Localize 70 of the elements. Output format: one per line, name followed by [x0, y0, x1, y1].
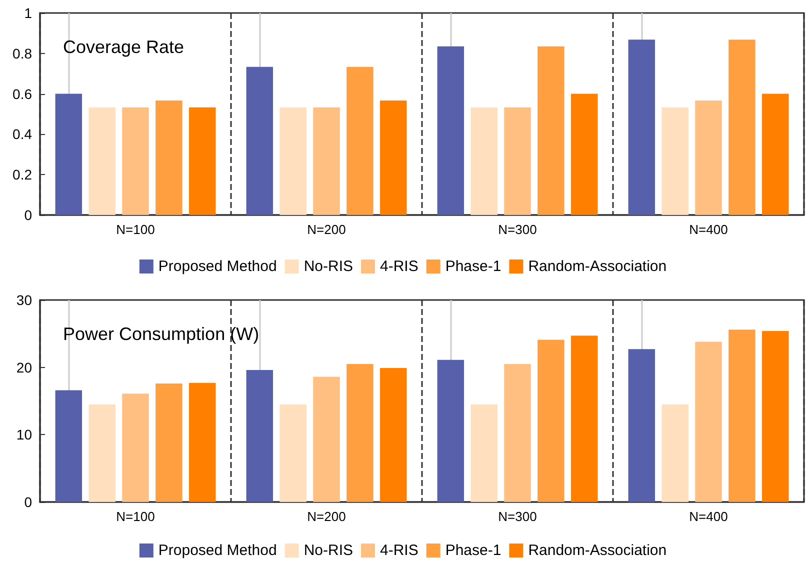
bar: [88, 404, 116, 502]
bar: [122, 107, 149, 215]
bar: [628, 349, 656, 502]
y-tick-label: 0: [24, 207, 32, 223]
bar: [88, 107, 116, 215]
legend-label: Phase-1: [445, 542, 502, 559]
x-tick-label: N=300: [498, 222, 537, 237]
legend-label: No-RIS: [304, 258, 353, 275]
y-tick-label: 30: [16, 292, 32, 308]
bar: [662, 107, 688, 215]
y-tick-label: 1: [24, 5, 32, 21]
bar: [156, 383, 182, 502]
bar: [470, 107, 498, 215]
legend-label: Random-Association: [528, 542, 667, 559]
y-tick-label: 0.4: [12, 126, 32, 142]
bar: [246, 66, 274, 215]
bar: [246, 370, 274, 502]
x-tick-label: N=400: [689, 509, 728, 524]
bar: [437, 360, 464, 502]
bar: [380, 368, 407, 502]
bar: [695, 342, 722, 502]
x-tick-label: N=300: [498, 509, 537, 524]
bar: [346, 66, 374, 215]
legend-label: 4-RIS: [380, 542, 418, 559]
y-tick-label: 0.6: [12, 86, 32, 102]
y-tick-label: 0.8: [12, 45, 32, 62]
text: Power Consumption (W): [63, 324, 260, 344]
bar: [437, 46, 464, 215]
bar: [762, 94, 789, 215]
bar: [122, 394, 149, 502]
bar: [380, 100, 407, 215]
y-tick-label: 10: [16, 426, 32, 443]
bar: [570, 336, 598, 502]
bar: [188, 382, 216, 502]
bar: [346, 364, 374, 502]
legend-label: Phase-1: [445, 258, 502, 275]
bar: [662, 404, 688, 502]
y-tick-label: 0: [24, 494, 32, 510]
bar: [695, 100, 722, 215]
text: Coverage Rate: [63, 37, 184, 57]
bar: [313, 107, 340, 215]
bar: [762, 330, 789, 502]
bar: [55, 390, 82, 502]
bar: [280, 404, 306, 502]
bar: [628, 40, 656, 215]
bar: [728, 330, 756, 502]
y-tick-label: 20: [16, 359, 32, 376]
bar: [538, 340, 564, 502]
legend-label: 4-RIS: [380, 258, 418, 275]
legend-label: Proposed Method: [158, 542, 277, 559]
bar: [280, 107, 306, 215]
x-tick-label: N=200: [307, 509, 346, 524]
bar: [504, 364, 531, 502]
bar: [470, 404, 498, 502]
x-tick-label: N=100: [116, 509, 155, 524]
legend-label: Random-Association: [528, 258, 667, 275]
bar: [538, 46, 564, 215]
y-tick-label: 0.2: [12, 166, 32, 183]
bar: [728, 40, 756, 215]
legend-label: Proposed Method: [158, 258, 277, 275]
x-tick-label: N=400: [689, 222, 728, 237]
x-tick-label: N=100: [116, 222, 155, 237]
bar: [313, 376, 340, 502]
legend-label: No-RIS: [304, 542, 353, 559]
bar: [156, 100, 182, 215]
bar: [188, 107, 216, 215]
bar: [55, 94, 82, 215]
bar: [570, 94, 598, 215]
bar: [504, 107, 531, 215]
x-tick-label: N=200: [307, 222, 346, 237]
